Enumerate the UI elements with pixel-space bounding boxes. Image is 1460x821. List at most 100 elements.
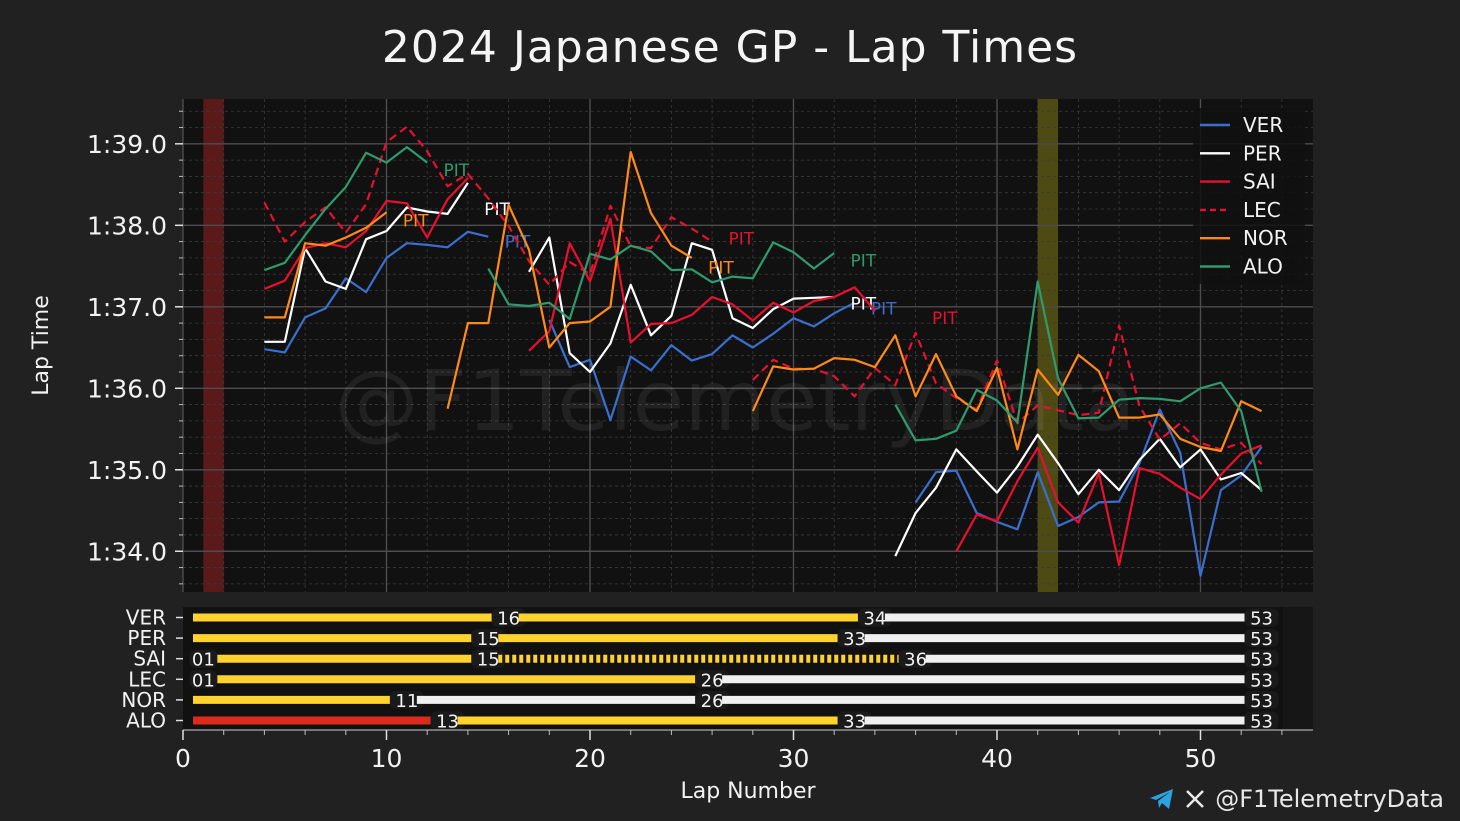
x-tick-label: 0 <box>175 744 191 773</box>
stint-label-bg <box>695 690 730 709</box>
stint-end-label: 34 <box>863 609 886 630</box>
y-axis-label: Lap Time <box>29 295 54 396</box>
series-line-per <box>528 236 835 374</box>
red-flag-band <box>203 99 224 592</box>
strategy-driver-label: VER <box>126 606 166 630</box>
stint-label-bg <box>1244 608 1279 627</box>
series-line-nor <box>264 211 388 319</box>
series-line-alo <box>264 146 428 272</box>
series-line-ver <box>914 408 1263 577</box>
x-tick-label: 10 <box>371 744 403 773</box>
legend-label-per: PER <box>1243 141 1282 165</box>
pit-label-per: PIT <box>484 200 510 220</box>
series-line-sai <box>528 217 876 352</box>
legend-label-alo: ALO <box>1243 255 1283 279</box>
legend-label-lec: LEC <box>1243 198 1281 222</box>
series-line-sai <box>263 177 469 290</box>
y-tick-label: 1:38.0 <box>87 211 167 240</box>
series-line-alo <box>894 280 1263 493</box>
credit-handle: @F1TelemetryData <box>1215 785 1444 813</box>
stint-label-bg <box>1244 711 1279 730</box>
stint-label-bg <box>430 711 465 730</box>
pit-label-nor: PIT <box>403 211 429 231</box>
pit-label-alo: PIT <box>444 161 470 181</box>
telegram-icon <box>1149 788 1175 810</box>
stint-end-label: 36 <box>904 650 927 671</box>
stint-end-label: 53 <box>1250 650 1273 671</box>
stint-end-label: 16 <box>497 609 520 630</box>
x-axis-label: Lap Number <box>680 779 816 804</box>
stint-end-label: 26 <box>701 670 724 691</box>
y-tick-label: 1:35.0 <box>87 456 167 485</box>
strategy-driver-label: SAI <box>133 647 166 671</box>
x-tick-label: 40 <box>981 744 1013 773</box>
strategy-driver-label: ALO <box>126 709 166 733</box>
stint-label-bg <box>695 670 730 689</box>
stint-label-bg <box>189 670 218 689</box>
stint-end-label: 53 <box>1250 609 1273 630</box>
stint-label-bg <box>471 629 506 648</box>
series-line-alo <box>487 241 835 321</box>
series-line-per <box>264 182 469 343</box>
stint-end-label: 33 <box>843 712 866 733</box>
stint-label-bg <box>1244 629 1279 648</box>
stint-label-bg <box>837 711 872 730</box>
stint-label-bg <box>471 649 506 668</box>
yellow-flag-band <box>1037 99 1059 592</box>
stint-end-label: 33 <box>843 629 866 650</box>
stint-label-bg <box>898 649 933 668</box>
stint-label-bg <box>1244 649 1279 668</box>
legend-box <box>1193 108 1305 284</box>
stint-label-bg <box>1244 690 1279 709</box>
pit-label-ver: PIT <box>871 299 897 319</box>
legend-label-ver: VER <box>1243 113 1283 137</box>
strategy-area <box>183 607 1313 730</box>
pit-label-sai: PIT <box>932 309 958 329</box>
x-tick-label: 30 <box>778 744 810 773</box>
x-tick-label: 20 <box>574 744 606 773</box>
pit-label-per: PIT <box>851 295 877 315</box>
series-line-nor <box>751 334 1263 453</box>
pit-label-sai: PIT <box>728 229 754 249</box>
series-line-ver <box>264 230 489 354</box>
series-line-sai <box>955 444 1263 567</box>
series-line-ver <box>548 301 856 422</box>
strategy-end-band <box>1283 607 1313 730</box>
strategy-driver-label: PER <box>127 626 166 650</box>
stint-end-label: 15 <box>477 650 500 671</box>
stint-start-label: 01 <box>192 650 215 671</box>
stint-label-bg <box>491 608 526 627</box>
series-line-nor <box>446 150 693 409</box>
y-tick-label: 1:39.0 <box>87 130 167 159</box>
stint-end-label: 53 <box>1250 712 1273 733</box>
stint-end-label: 13 <box>436 712 459 733</box>
strategy-driver-label: NOR <box>121 688 166 712</box>
stint-label-bg <box>189 649 218 668</box>
stint-end-label: 53 <box>1250 691 1273 712</box>
stint-end-label: 11 <box>395 691 418 712</box>
series-line-per <box>894 433 1263 557</box>
stint-label-bg <box>1244 670 1279 689</box>
watermark: @F1TelemetryData <box>335 352 1136 450</box>
y-tick-label: 1:34.0 <box>87 537 167 566</box>
stint-end-label: 53 <box>1250 670 1273 691</box>
chart-title: 2024 Japanese GP - Lap Times <box>381 22 1079 73</box>
y-tick-label: 1:37.0 <box>87 293 167 322</box>
credit: @F1TelemetryData <box>1149 785 1444 813</box>
legend-label-sai: SAI <box>1243 170 1276 194</box>
stint-end-label: 53 <box>1250 629 1273 650</box>
stint-label-bg <box>837 629 872 648</box>
stint-end-label: 26 <box>701 691 724 712</box>
stint-end-label: 15 <box>477 629 500 650</box>
stint-label-bg <box>389 690 424 709</box>
pit-label-nor: PIT <box>708 259 734 279</box>
stint-start-label: 01 <box>192 670 215 691</box>
strategy-driver-label: LEC <box>128 667 166 691</box>
y-tick-label: 1:36.0 <box>87 374 167 403</box>
legend-label-nor: NOR <box>1243 226 1288 250</box>
x-icon <box>1185 789 1205 809</box>
x-tick-label: 50 <box>1185 744 1217 773</box>
stint-label-bg <box>857 608 892 627</box>
pit-label-alo: PIT <box>851 251 877 271</box>
